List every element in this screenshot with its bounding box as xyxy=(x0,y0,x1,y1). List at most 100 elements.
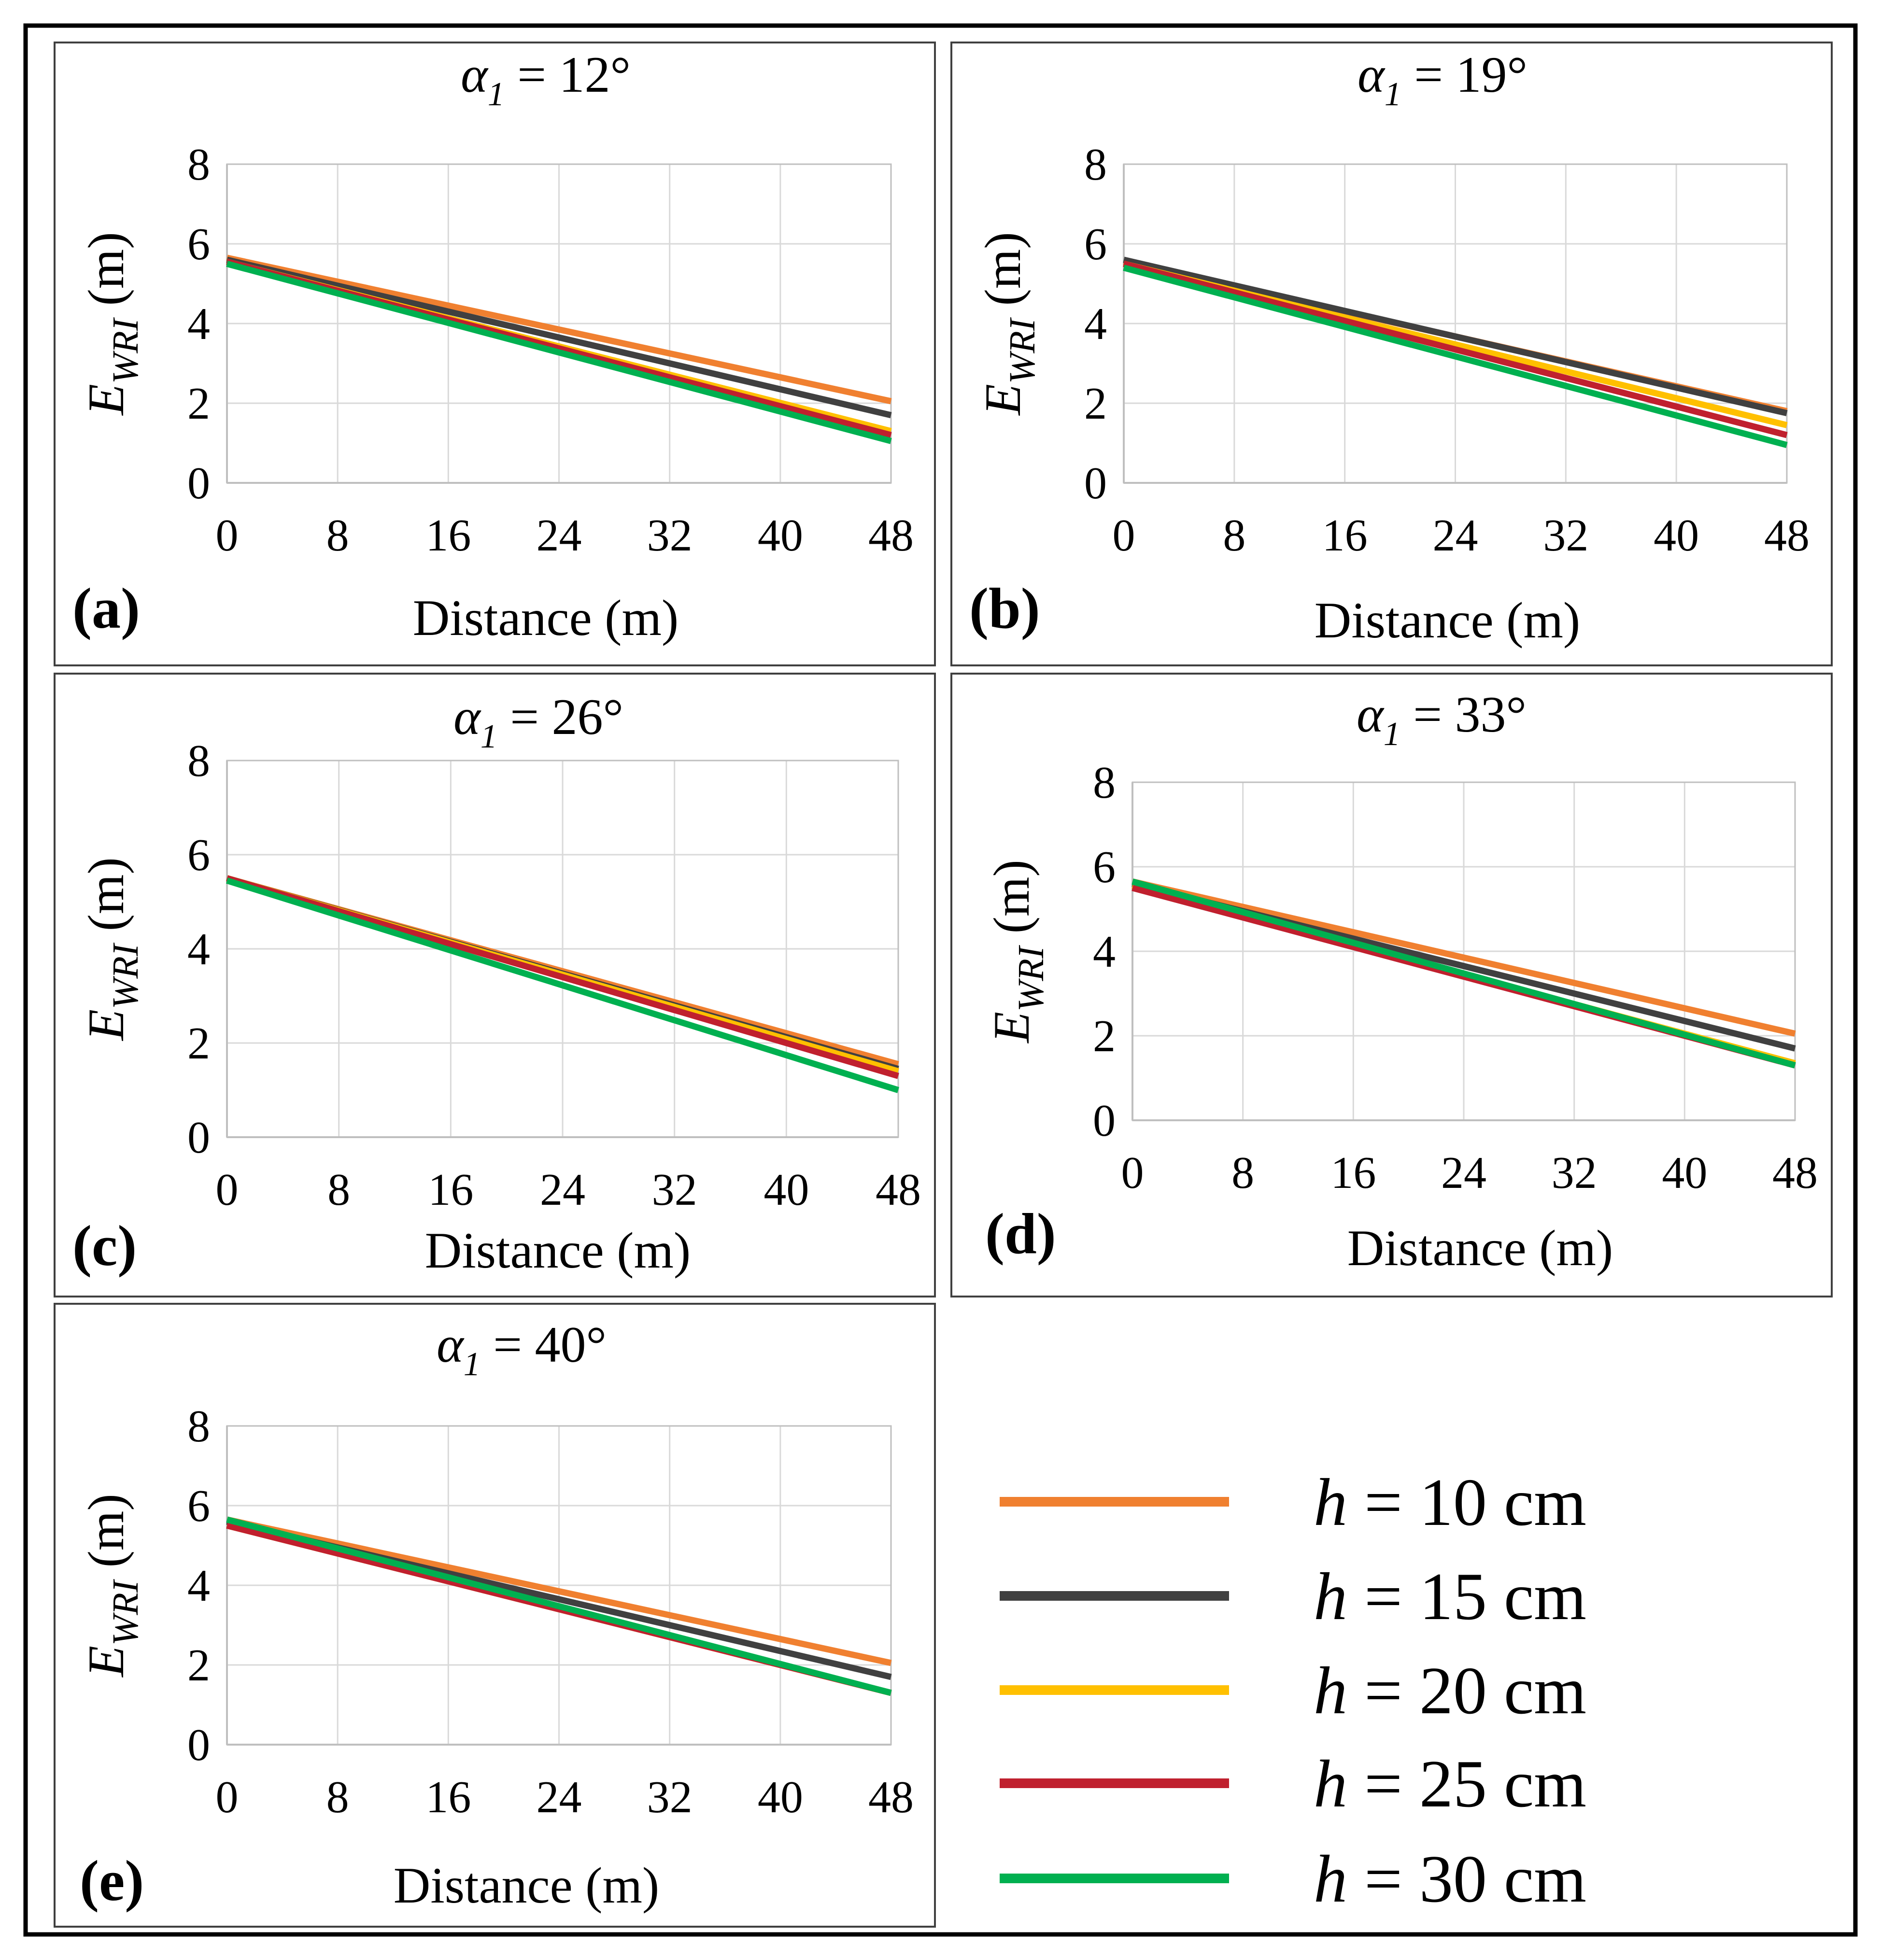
panel-letter: (a) xyxy=(72,576,140,640)
y-tick-label: 2 xyxy=(1093,1011,1116,1061)
x-tick-label: 8 xyxy=(1231,1148,1254,1198)
x-tick-label: 8 xyxy=(1223,510,1245,561)
x-tick-label: 8 xyxy=(326,1772,349,1822)
x-tick-label: 0 xyxy=(216,1772,239,1822)
x-tick-label: 32 xyxy=(652,1165,697,1215)
panel-border xyxy=(54,42,936,666)
y-tick-label: 0 xyxy=(1084,458,1107,508)
x-tick-label: 32 xyxy=(647,510,693,561)
series-line-h30 xyxy=(226,1516,892,1696)
series-line-h15 xyxy=(226,256,892,419)
y-tick-label: 4 xyxy=(1093,927,1116,977)
legend-item: h = 30 cm xyxy=(1000,1842,1586,1917)
x-tick-label: 40 xyxy=(1662,1148,1707,1198)
series-line-h30 xyxy=(1131,878,1796,1069)
legend-label: h = 15 cm xyxy=(1314,1559,1586,1634)
panel-border xyxy=(54,1303,936,1928)
y-tick-label: 6 xyxy=(187,1481,210,1531)
panel-letter: (b) xyxy=(969,576,1040,640)
figure-border xyxy=(23,23,1858,1937)
panel-title: α1 = 12° xyxy=(461,46,631,113)
series-line-h10 xyxy=(226,1516,892,1666)
panel-letter: (e) xyxy=(80,1848,144,1913)
y-axis-label: EWRI (m) xyxy=(975,232,1043,416)
legend-label: h = 10 cm xyxy=(1314,1465,1586,1540)
x-tick-label: 24 xyxy=(540,1165,585,1215)
y-tick-label: 8 xyxy=(187,736,210,786)
x-tick-label: 40 xyxy=(1654,510,1699,561)
y-tick-label: 4 xyxy=(187,299,210,349)
panel-title: α1 = 26° xyxy=(453,689,623,755)
y-axis-label: EWRI (m) xyxy=(78,1494,146,1678)
x-tick-label: 16 xyxy=(428,1165,473,1215)
x-tick-label: 48 xyxy=(876,1165,921,1215)
y-tick-label: 2 xyxy=(187,379,210,429)
x-tick-label: 48 xyxy=(868,1772,914,1822)
x-tick-label: 0 xyxy=(1113,510,1135,561)
x-tick-label: 40 xyxy=(758,510,803,561)
y-tick-label: 6 xyxy=(187,830,210,880)
y-tick-label: 4 xyxy=(187,1561,210,1611)
y-axis-label: EWRI (m) xyxy=(78,232,146,416)
series-line-h25 xyxy=(1123,261,1788,438)
panel-border xyxy=(950,42,1833,666)
x-axis-label: Distance (m) xyxy=(425,1222,691,1279)
y-tick-label: 2 xyxy=(1084,379,1107,429)
y-tick-label: 0 xyxy=(187,1113,210,1163)
series-line-h30 xyxy=(226,877,899,1093)
y-tick-label: 2 xyxy=(187,1640,210,1691)
x-axis-label: Distance (m) xyxy=(394,1857,659,1914)
x-tick-label: 0 xyxy=(216,1165,239,1215)
legend-label: h = 20 cm xyxy=(1314,1653,1586,1728)
series-line-h15 xyxy=(1123,256,1788,416)
x-tick-label: 48 xyxy=(1772,1148,1818,1198)
panel-border xyxy=(950,673,1833,1297)
x-tick-label: 32 xyxy=(1552,1148,1597,1198)
y-tick-label: 8 xyxy=(187,140,210,190)
x-tick-label: 48 xyxy=(1764,510,1810,561)
y-tick-label: 8 xyxy=(1093,758,1116,808)
x-tick-label: 32 xyxy=(647,1772,693,1822)
y-tick-label: 2 xyxy=(187,1018,210,1069)
y-axis-label: EWRI (m) xyxy=(983,860,1051,1043)
x-tick-label: 16 xyxy=(1330,1148,1376,1198)
y-axis-label: EWRI (m) xyxy=(78,857,146,1041)
panel-letter: (c) xyxy=(72,1213,137,1278)
x-tick-label: 16 xyxy=(425,1772,471,1822)
series-line-h10 xyxy=(1131,878,1796,1037)
legend-label: h = 30 cm xyxy=(1314,1842,1586,1917)
x-tick-label: 0 xyxy=(216,510,239,561)
legend-label: h = 25 cm xyxy=(1314,1747,1586,1821)
x-tick-label: 40 xyxy=(764,1165,809,1215)
y-tick-label: 6 xyxy=(1084,219,1107,269)
y-tick-label: 0 xyxy=(187,458,210,508)
x-tick-label: 24 xyxy=(537,510,582,561)
x-axis-label: Distance (m) xyxy=(413,590,679,646)
y-tick-label: 6 xyxy=(1093,842,1116,892)
x-tick-label: 40 xyxy=(758,1772,803,1822)
panel-title: α1 = 33° xyxy=(1357,686,1527,753)
panel-border xyxy=(54,673,936,1297)
y-tick-label: 8 xyxy=(1084,140,1107,190)
series-line-h10 xyxy=(226,254,892,405)
panel-title: α1 = 19° xyxy=(1358,46,1527,113)
legend-item: h = 10 cm xyxy=(1000,1465,1586,1540)
panel-title: α1 = 40° xyxy=(437,1316,607,1383)
y-tick-label: 4 xyxy=(1084,299,1107,349)
y-tick-label: 0 xyxy=(1093,1096,1116,1146)
x-axis-label: Distance (m) xyxy=(1347,1220,1613,1276)
series-line-h30 xyxy=(1123,265,1788,448)
x-tick-label: 32 xyxy=(1543,510,1588,561)
y-tick-label: 0 xyxy=(187,1720,210,1770)
y-tick-label: 8 xyxy=(187,1401,210,1452)
legend-item: h = 20 cm xyxy=(1000,1653,1586,1728)
x-tick-label: 16 xyxy=(1322,510,1368,561)
series-line-h30 xyxy=(226,261,892,444)
series-line-h25 xyxy=(226,875,899,1079)
y-tick-label: 4 xyxy=(187,924,210,974)
